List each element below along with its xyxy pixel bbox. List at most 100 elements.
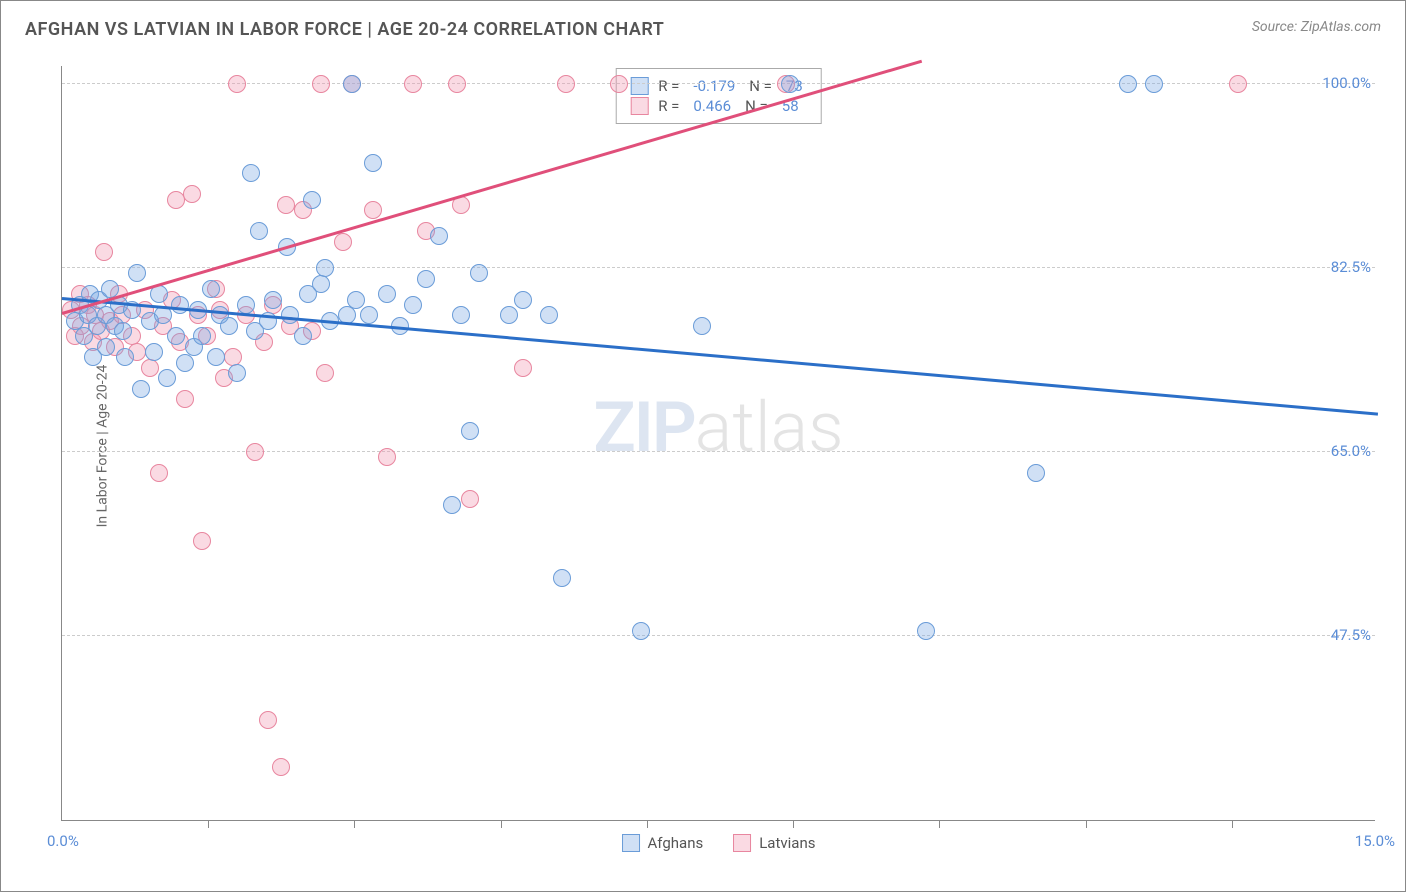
point-latvian	[95, 243, 113, 261]
chart-container: AFGHAN VS LATVIAN IN LABOR FORCE | AGE 2…	[0, 0, 1406, 892]
point-latvian	[334, 233, 352, 251]
point-latvian	[448, 75, 466, 93]
point-afghan	[167, 327, 185, 345]
point-afghan	[540, 306, 558, 324]
xtick	[939, 820, 940, 828]
point-afghan	[500, 306, 518, 324]
plot-area: ZIPatlas R = -0.179 N = 73 R = 0.466 N =…	[61, 66, 1375, 821]
point-latvian	[514, 359, 532, 377]
point-latvian	[378, 448, 396, 466]
swatch-afghans	[630, 77, 648, 95]
xtick	[354, 820, 355, 828]
swatch-latvians	[733, 834, 751, 852]
point-afghan	[128, 264, 146, 282]
point-afghan	[781, 75, 799, 93]
point-afghan	[316, 259, 334, 277]
gridline	[62, 267, 1375, 268]
point-afghan	[207, 348, 225, 366]
point-afghan	[242, 164, 260, 182]
x-axis-min: 0.0%	[47, 832, 79, 850]
xtick	[1232, 820, 1233, 828]
point-afghan	[145, 343, 163, 361]
point-afghan	[404, 296, 422, 314]
point-afghan	[632, 622, 650, 640]
point-latvian	[316, 364, 334, 382]
point-afghan	[202, 280, 220, 298]
point-latvian	[150, 464, 168, 482]
point-afghan	[514, 291, 532, 309]
xtick	[501, 820, 502, 828]
point-latvian	[461, 490, 479, 508]
point-afghan	[553, 569, 571, 587]
xtick	[208, 820, 209, 828]
point-latvian	[183, 185, 201, 203]
watermark-zip: ZIP	[593, 387, 694, 469]
point-latvian	[404, 75, 422, 93]
watermark: ZIPatlas	[593, 387, 843, 469]
swatch-latvians	[630, 97, 648, 115]
point-afghan	[378, 285, 396, 303]
swatch-afghans	[622, 834, 640, 852]
point-latvian	[1229, 75, 1247, 93]
point-afghan	[294, 327, 312, 345]
point-afghan	[347, 291, 365, 309]
legend: Afghans Latvians	[622, 834, 816, 852]
r-label: R =	[658, 97, 679, 115]
point-afghan	[250, 222, 268, 240]
stats-row-latvians: R = 0.466 N = 58	[630, 97, 807, 115]
point-latvian	[272, 758, 290, 776]
point-afghan	[171, 296, 189, 314]
xtick	[647, 820, 648, 828]
point-afghan	[461, 422, 479, 440]
point-afghan	[193, 327, 211, 345]
ytick-label: 100.0%	[1322, 74, 1377, 92]
point-afghan	[97, 338, 115, 356]
point-latvian	[193, 532, 211, 550]
trendline-afghans	[62, 297, 1378, 416]
point-afghan	[264, 291, 282, 309]
point-afghan	[158, 369, 176, 387]
point-afghan	[176, 354, 194, 372]
point-latvian	[176, 390, 194, 408]
ytick-label: 47.5%	[1331, 626, 1377, 644]
legend-label-latvians: Latvians	[759, 834, 815, 852]
point-afghan	[303, 191, 321, 209]
ytick-label: 82.5%	[1331, 258, 1377, 276]
point-afghan	[132, 380, 150, 398]
n-label: N =	[749, 77, 772, 95]
point-afghan	[312, 275, 330, 293]
legend-label-afghans: Afghans	[648, 834, 704, 852]
point-afghan	[281, 306, 299, 324]
point-afghan	[237, 296, 255, 314]
point-afghan	[360, 306, 378, 324]
x-axis-max: 15.0%	[1355, 832, 1395, 850]
point-afghan	[917, 622, 935, 640]
chart-title: AFGHAN VS LATVIAN IN LABOR FORCE | AGE 2…	[25, 19, 664, 40]
point-latvian	[610, 75, 628, 93]
point-afghan	[228, 364, 246, 382]
watermark-atlas: atlas	[695, 387, 844, 469]
r-label: R =	[658, 77, 679, 95]
point-afghan	[114, 322, 132, 340]
legend-latvians: Latvians	[733, 834, 815, 852]
point-afghan	[1145, 75, 1163, 93]
r-value-afghans: -0.179	[693, 77, 735, 95]
r-value-latvians: 0.466	[693, 97, 731, 115]
point-latvian	[259, 711, 277, 729]
point-latvian	[277, 196, 295, 214]
point-latvian	[228, 75, 246, 93]
chart-source: Source: ZipAtlas.com	[1252, 19, 1381, 35]
point-afghan	[693, 317, 711, 335]
point-afghan	[116, 348, 134, 366]
point-afghan	[1027, 464, 1045, 482]
point-afghan	[417, 270, 435, 288]
point-afghan	[220, 317, 238, 335]
point-latvian	[557, 75, 575, 93]
point-afghan	[364, 154, 382, 172]
point-afghan	[1119, 75, 1137, 93]
point-afghan	[443, 496, 461, 514]
point-afghan	[430, 227, 448, 245]
point-latvian	[312, 75, 330, 93]
gridline	[62, 635, 1375, 636]
point-latvian	[141, 359, 159, 377]
